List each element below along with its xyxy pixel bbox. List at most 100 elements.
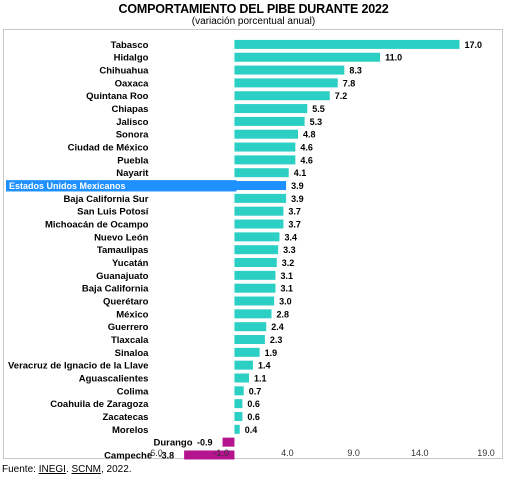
bar-morelos [234,424,240,434]
x-tick-label: -1.0 [213,448,229,458]
category-label-zacatecas: Zacatecas [102,412,148,423]
value-label-yucatan: 3.2 [282,258,295,268]
value-label-veracruz-de-ignacio-de-la-llave: 1.4 [258,361,271,371]
source-org-inegi: INEGI [38,464,66,475]
value-label-tamaulipas: 3.3 [283,245,296,255]
bar-yucatan [234,258,277,268]
category-label-colima: Colima [117,386,149,397]
source-note: Fuente: INEGI. SCNM, 2022. [2,464,132,475]
value-label-sinaloa: 1.9 [265,348,278,358]
bar-aguascalientes [234,373,250,383]
bar-tabasco [234,39,460,49]
x-tick-label: 14.0 [411,448,429,458]
bar-campeche [184,450,235,460]
bar-tlaxcala [234,335,265,345]
category-label-nayarit: Nayarit [116,168,149,179]
value-label-mexico: 2.8 [277,309,290,319]
category-label-baja-california: Baja California [82,284,149,295]
bar-mexico [234,309,272,319]
value-label-tlaxcala: 2.3 [270,335,283,345]
category-label-queretaro: Querétaro [103,297,149,308]
bar-baja-california [234,283,276,293]
category-label-tabasco: Tabasco [111,40,149,51]
chart-title: COMPORTAMIENTO DEL PIBE DURANTE 2022 [118,2,389,16]
bar-queretaro [234,296,275,306]
bar-zacatecas [234,411,243,421]
value-label-oaxaca: 7.8 [343,78,356,88]
value-label-baja-california: 3.1 [280,284,293,294]
value-label-coahuila-de-zaragoza: 0.6 [247,399,260,409]
x-tick-label: 19.0 [477,448,495,458]
highlight-band-estados-unidos-mexicanos [6,180,237,192]
category-label-tlaxcala: Tlaxcala [111,335,149,346]
chart-frame [3,29,503,459]
category-label-guanajuato: Guanajuato [96,271,148,282]
category-label-chihuahua: Chihuahua [99,66,149,77]
bar-ciudad-de-mexico [234,142,296,152]
value-label-zacatecas: 0.6 [247,412,260,422]
value-label-nayarit: 4.1 [294,168,307,178]
category-label-quintana-roo: Quintana Roo [86,91,148,102]
value-label-durango: -0.9 [197,438,213,448]
value-label-morelos: 0.4 [245,425,258,435]
category-label-mexico: México [116,309,148,320]
value-label-colima: 0.7 [249,386,262,396]
category-label-baja-california-sur: Baja California Sur [63,194,148,205]
value-label-jalisco: 5.3 [310,117,323,127]
category-label-puebla: Puebla [117,155,149,166]
value-label-ciudad-de-mexico: 4.6 [300,143,313,153]
value-label-estados-unidos-mexicanos: 3.9 [291,181,304,191]
bar-sinaloa [234,347,260,357]
bar-nayarit [234,168,289,178]
bar-michoacan-de-ocampo [234,219,284,229]
bar-guerrero [234,322,267,332]
chart-subtitle: (variación porcentual anual) [191,16,316,27]
category-label-estados-unidos-mexicanos: Estados Unidos Mexicanos [9,181,126,191]
value-label-san-luis-potosi: 3.7 [288,207,301,217]
bar-chihuahua [234,65,345,75]
value-label-queretaro: 3.0 [279,297,292,307]
bar-jalisco [234,116,305,126]
category-label-ciudad-de-mexico: Ciudad de México [68,143,149,154]
category-label-veracruz-de-ignacio-de-la-llave: Veracruz de Ignacio de la Llave [8,361,148,372]
x-tick-label: -6.0 [147,448,163,458]
category-label-oaxaca: Oaxaca [115,78,150,89]
bar-coahuila-de-zaragoza [234,399,243,409]
category-label-chiapas: Chiapas [111,104,148,115]
bar-baja-california-sur [234,193,287,203]
bar-hidalgo [234,52,381,62]
value-label-guanajuato: 3.1 [280,271,293,281]
x-tick-label: 9.0 [347,448,360,458]
bar-guanajuato [234,270,276,280]
category-label-sonora: Sonora [116,130,149,141]
source-separator: . [65,464,72,475]
bar-san-luis-potosi [234,206,284,216]
bar-colima [234,386,244,396]
value-label-tabasco: 17.0 [465,40,483,50]
category-label-coahuila-de-zaragoza: Coahuila de Zaragoza [50,399,149,410]
source-prefix: Fuente: [2,464,39,475]
bar-puebla [234,155,296,165]
category-label-yucatan: Yucatán [112,258,149,269]
bar-durango [222,437,235,447]
category-label-nuevo-leon: Nuevo León [94,232,149,243]
bar-oaxaca [234,78,338,88]
value-label-campeche: -3.8 [159,450,175,460]
bar-estados-unidos-mexicanos [234,181,287,191]
source-suffix: , 2022. [100,464,132,475]
value-label-sonora: 4.8 [303,130,316,140]
category-label-sinaloa: Sinaloa [115,348,150,359]
value-label-quintana-roo: 7.2 [335,91,348,101]
category-label-michoacan-de-ocampo: Michoacán de Ocampo [45,220,149,231]
bar-quintana-roo [234,91,330,101]
category-label-san-luis-potosi: San Luis Potosí [77,207,149,218]
value-label-puebla: 4.6 [300,155,313,165]
value-label-guerrero: 2.4 [271,322,284,332]
category-label-morelos: Morelos [112,425,148,436]
category-label-guerrero: Guerrero [108,322,149,333]
category-label-durango: Durango [153,438,192,449]
x-tick-label: 4.0 [281,448,294,458]
value-label-michoacan-de-ocampo: 3.7 [288,220,301,230]
category-label-jalisco: Jalisco [116,117,148,128]
